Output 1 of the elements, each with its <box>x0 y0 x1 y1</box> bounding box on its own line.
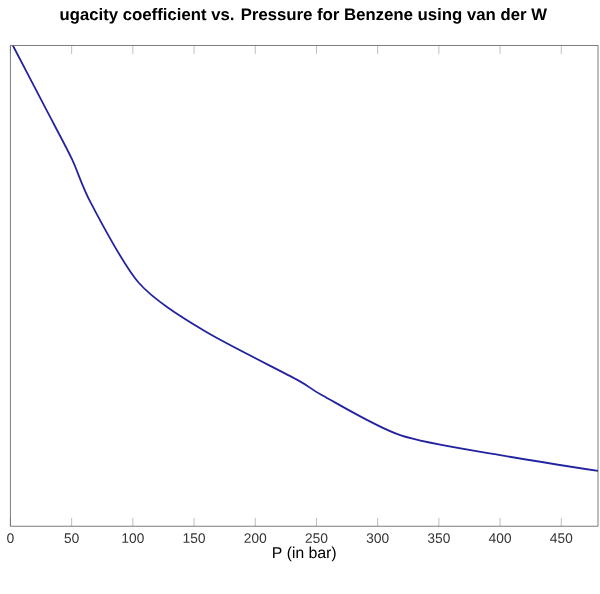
chart-title: ugacity coefficient vs. Pressure for Benzene using van der W <box>60 8 547 24</box>
